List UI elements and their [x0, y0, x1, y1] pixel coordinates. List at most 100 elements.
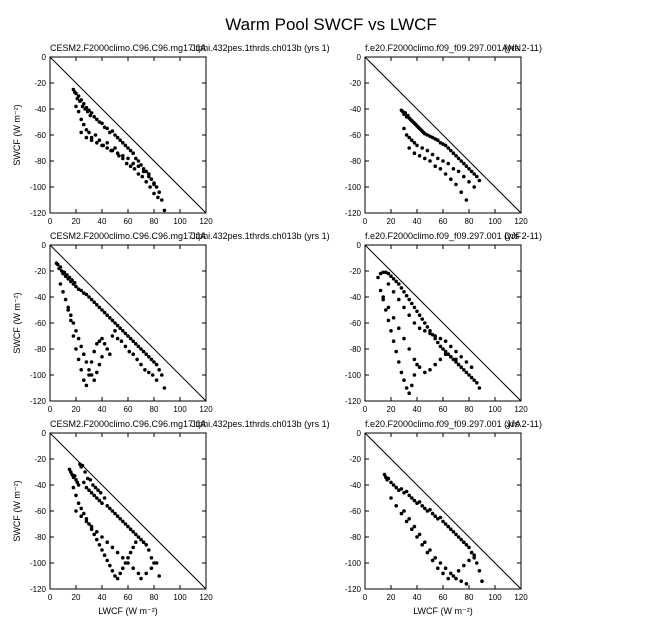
y-tick-label: -40 [349, 293, 361, 302]
data-point [449, 344, 453, 349]
y-tick-label: -20 [34, 79, 46, 88]
data-point [102, 553, 107, 557]
data-point [420, 146, 425, 150]
data-point [123, 143, 128, 148]
data-point [472, 553, 477, 557]
data-point [389, 329, 393, 333]
x-tick-label: 0 [363, 593, 368, 602]
data-point [472, 556, 477, 560]
data-point [102, 496, 107, 500]
data-point [121, 519, 125, 524]
x-tick-label: 100 [173, 217, 187, 226]
data-point [67, 275, 72, 280]
data-point [391, 290, 396, 294]
data-point [404, 386, 409, 390]
data-point [89, 138, 94, 142]
x-tick-label: 20 [387, 593, 396, 602]
data-point [456, 169, 461, 174]
data-point [480, 579, 484, 583]
x-tick-label: 0 [363, 405, 368, 414]
data-point [87, 130, 91, 135]
data-point [105, 540, 109, 544]
data-point [110, 509, 115, 513]
data-point [391, 277, 396, 281]
data-point [139, 576, 143, 581]
data-point [126, 556, 130, 560]
data-point [110, 545, 115, 550]
y-tick-label: -60 [349, 507, 361, 516]
data-point [113, 146, 117, 150]
data-point [459, 579, 464, 583]
data-point [136, 344, 141, 349]
data-point [443, 349, 448, 354]
data-point [105, 126, 109, 131]
data-point [152, 182, 156, 187]
data-point [469, 375, 474, 380]
data-point [100, 143, 104, 148]
data-point [443, 172, 448, 176]
data-point [420, 504, 425, 508]
data-point [66, 305, 70, 310]
data-point [412, 321, 417, 325]
data-point [131, 566, 135, 570]
y-tick-label: -100 [345, 371, 362, 380]
data-point [113, 574, 117, 578]
data-point [412, 524, 417, 529]
data-point [456, 362, 461, 367]
data-point [438, 344, 443, 349]
data-point [446, 352, 451, 357]
data-point [441, 159, 445, 163]
data-point [428, 331, 432, 336]
data-point [74, 347, 78, 351]
data-point [433, 334, 438, 338]
data-point [141, 169, 146, 174]
data-point [124, 161, 129, 166]
data-point [423, 506, 427, 511]
data-point [74, 509, 78, 513]
data-point [454, 154, 458, 158]
data-point [443, 522, 448, 526]
y-tick-label: -100 [345, 183, 362, 192]
data-point [410, 138, 414, 142]
data-point [89, 111, 94, 115]
data-point [423, 540, 427, 544]
data-point [417, 500, 422, 504]
one-to-one-line [49, 56, 207, 214]
data-point [135, 357, 139, 362]
data-point [402, 290, 406, 294]
data-point [443, 566, 448, 570]
x-tick-label: 20 [72, 405, 81, 414]
data-point [92, 115, 96, 119]
data-point [415, 362, 419, 367]
x-tick-label: 40 [98, 593, 107, 602]
data-point [462, 161, 466, 166]
data-point [110, 148, 115, 153]
data-point [446, 576, 451, 581]
data-point [100, 308, 104, 312]
data-point [425, 550, 430, 555]
data-point [417, 365, 422, 370]
y-tick-label: -120 [30, 585, 47, 594]
data-point [399, 286, 404, 290]
data-point [397, 360, 401, 364]
data-point [110, 334, 115, 338]
data-point [451, 574, 456, 578]
y-axis-label: SWCF (W m⁻²) [12, 480, 22, 541]
data-point [464, 370, 469, 375]
data-point [87, 295, 91, 299]
data-point [72, 280, 77, 285]
data-point [475, 561, 479, 565]
data-point [441, 519, 445, 524]
x-tick-label: 20 [72, 217, 81, 226]
data-point [66, 308, 70, 312]
data-point [423, 321, 427, 325]
data-point [415, 143, 419, 148]
data-point [410, 383, 414, 388]
data-point [87, 522, 91, 526]
x-tick-label: 40 [413, 217, 422, 226]
data-point [79, 514, 83, 518]
one-to-one-line [364, 432, 522, 590]
x-tick-label: 40 [98, 217, 107, 226]
data-point [404, 133, 409, 137]
y-axis-label: SWCF (W m⁻²) [12, 292, 22, 353]
